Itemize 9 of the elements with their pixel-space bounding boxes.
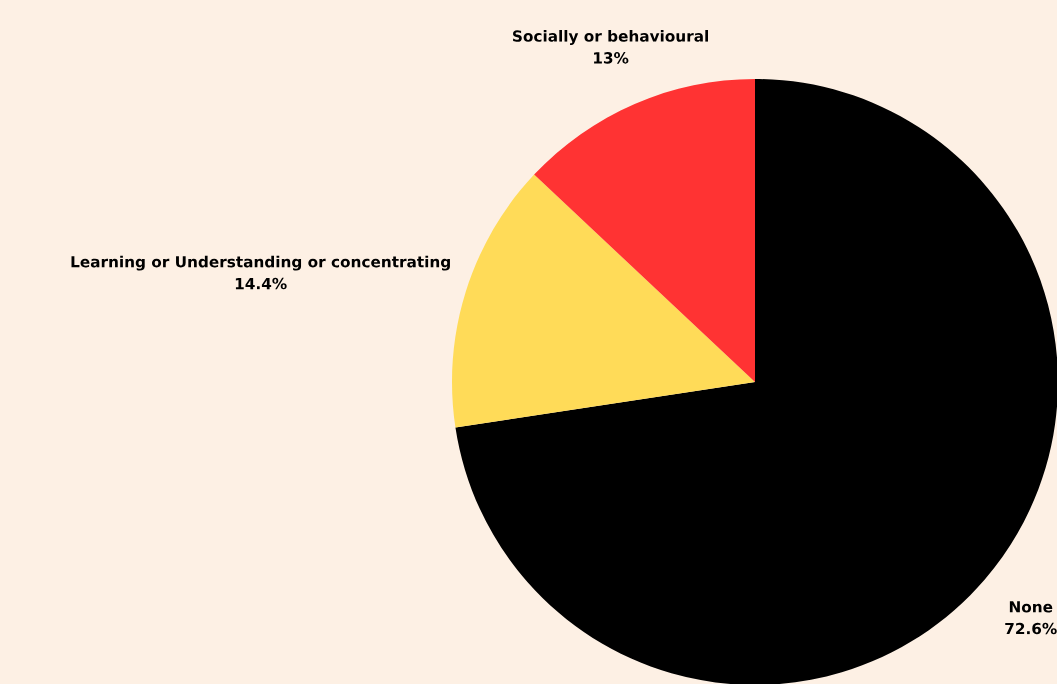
slice-label: Learning or Understanding or concentrating: [71, 255, 450, 271]
pie-slice: [534, 79, 755, 382]
slice-label: None: [1009, 601, 1053, 613]
data-label: 13%: [594, 52, 629, 64]
data-label: 72.6%: [1005, 622, 1057, 635]
pie-slice: [452, 174, 755, 428]
slice-label: Socially or behavioural: [513, 29, 708, 45]
pie-slice: [455, 79, 1057, 684]
data-label: 14.4%: [235, 277, 287, 290]
